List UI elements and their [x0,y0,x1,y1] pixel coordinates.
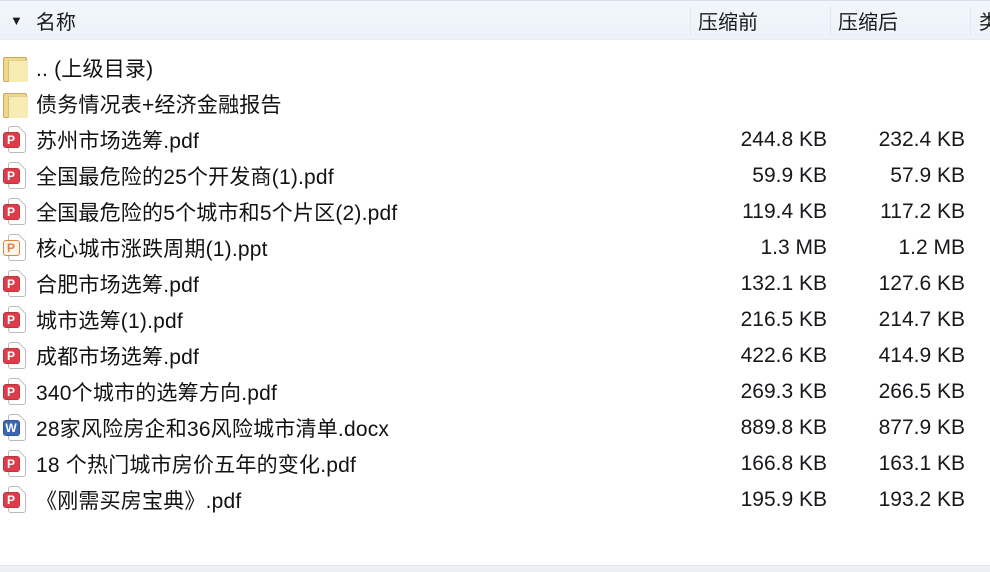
column-header-name[interactable]: ▼ 名称 [0,6,690,35]
file-size-after: 57.9 KB [890,164,965,187]
file-row[interactable]: P 全国最危险的5个城市和5个片区(2).pdf 119.4 KB 117.2 … [0,194,990,230]
file-row[interactable]: .. (上级目录) [0,50,990,86]
file-name: 28家风险房企和36风险城市清单.docx [36,418,390,441]
pdf-file-icon: P [2,377,28,407]
pdf-badge-letter: P [2,167,20,184]
pdf-file-icon: P [2,341,28,371]
file-icon-cell: P [0,161,30,191]
pdf-badge-letter: P [2,347,20,364]
file-name: 债务情况表+经济金融报告 [36,94,282,117]
file-size-before: 422.6 KB [740,344,827,367]
pdf-file-icon: P [2,269,28,299]
file-size-before: 132.1 KB [740,272,827,295]
file-icon-cell: P [0,377,30,407]
pdf-badge-letter: P [2,275,20,292]
ppt-file-icon: P [2,233,28,263]
file-name: 全国最危险的5个城市和5个片区(2).pdf [36,202,398,225]
file-row[interactable]: P 苏州市场选筹.pdf 244.8 KB 232.4 KB [0,122,990,158]
column-header-size-before[interactable]: 压缩前 [690,5,830,35]
file-name: 《刚需买房宝典》.pdf [36,490,242,513]
pdf-file-icon: P [2,161,28,191]
file-name: 城市选筹(1).pdf [36,310,183,333]
file-size-before: 216.5 KB [740,308,827,331]
file-icon-cell: P [0,449,30,479]
column-header-name-label: 名称 [35,11,76,34]
file-row[interactable]: P 合肥市场选筹.pdf 132.1 KB 127.6 KB [0,266,990,302]
file-size-after: 127.6 KB [878,272,965,295]
pdf-file-icon: P [2,125,28,155]
file-icon-cell: P [0,305,30,335]
pdf-file-icon: P [2,197,28,227]
file-size-before: 889.8 KB [740,416,827,439]
column-header-type[interactable]: 类 [970,5,990,35]
file-row[interactable]: P 城市选筹(1).pdf 216.5 KB 214.7 KB [0,302,990,338]
folder-icon [3,92,28,118]
file-row[interactable]: P 《刚需买房宝典》.pdf 195.9 KB 193.2 KB [0,482,990,518]
file-size-before: 1.3 MB [760,236,827,259]
file-icon-cell [0,55,30,82]
file-name: 成都市场选筹.pdf [36,346,200,369]
file-size-after: 877.9 KB [878,416,965,439]
docx-file-icon: W [2,413,28,443]
file-row[interactable]: W 28家风险房企和36风险城市清单.docx 889.8 KB 877.9 K… [0,410,990,446]
file-row[interactable]: P 340个城市的选筹方向.pdf 269.3 KB 266.5 KB [0,374,990,410]
file-size-after: 414.9 KB [878,344,965,367]
file-size-before: 59.9 KB [752,164,827,187]
file-size-after: 193.2 KB [878,488,965,511]
sort-descending-icon: ▼ [10,12,23,28]
pdf-badge-letter: P [2,455,20,472]
column-header-size-after[interactable]: 压缩后 [830,5,970,35]
file-name: 340个城市的选筹方向.pdf [36,382,278,405]
file-row[interactable]: P 18 个热门城市房价五年的变化.pdf 166.8 KB 163.1 KB [0,446,990,482]
docx-badge-letter: W [2,419,20,436]
file-size-after: 266.5 KB [878,380,965,403]
pdf-badge-letter: P [2,131,20,148]
file-icon-cell: P [0,269,30,299]
status-bar-edge [0,565,990,572]
file-icon-cell: P [0,197,30,227]
file-row[interactable]: P 全国最危险的25个开发商(1).pdf 59.9 KB 57.9 KB [0,158,990,194]
file-icon-cell: W [0,413,30,443]
file-icon-cell: P [0,341,30,371]
file-icon-cell: P [0,125,30,155]
file-size-before: 269.3 KB [740,380,827,403]
pdf-file-icon: P [2,449,28,479]
file-name: 18 个热门城市房价五年的变化.pdf [36,454,357,477]
file-list: .. (上级目录) 债务情况表+经济金融报告 P 苏州市场选筹.pdf 244.… [0,40,990,518]
file-icon-cell: P [0,485,30,515]
file-name: 合肥市场选筹.pdf [36,274,200,297]
pdf-file-icon: P [2,305,28,335]
pdf-badge-letter: P [2,383,20,400]
file-name: 苏州市场选筹.pdf [36,130,200,153]
file-row[interactable]: P 核心城市涨跌周期(1).ppt 1.3 MB 1.2 MB [0,230,990,266]
file-row[interactable]: P 成都市场选筹.pdf 422.6 KB 414.9 KB [0,338,990,374]
pdf-badge-letter: P [2,203,20,220]
file-icon-cell [0,91,30,118]
pdf-badge-letter: P [2,491,20,508]
pdf-file-icon: P [2,485,28,515]
folder-icon [3,56,28,82]
ppt-badge-letter: P [2,239,20,256]
file-name: 全国最危险的25个开发商(1).pdf [36,166,334,189]
file-size-before: 244.8 KB [740,128,827,151]
file-size-after: 232.4 KB [878,128,965,151]
file-size-after: 214.7 KB [878,308,965,331]
file-size-after: 163.1 KB [878,452,965,475]
file-name: .. (上级目录) [36,58,154,81]
file-size-after: 117.2 KB [880,200,965,223]
file-row[interactable]: 债务情况表+经济金融报告 [0,86,990,122]
file-size-before: 166.8 KB [740,452,827,475]
column-header-row: ▼ 名称 压缩前 压缩后 类 [0,0,990,40]
file-size-before: 195.9 KB [740,488,827,511]
file-name: 核心城市涨跌周期(1).ppt [36,238,268,261]
file-size-after: 1.2 MB [898,236,965,259]
file-size-before: 119.4 KB [742,200,827,223]
file-icon-cell: P [0,233,30,263]
pdf-badge-letter: P [2,311,20,328]
